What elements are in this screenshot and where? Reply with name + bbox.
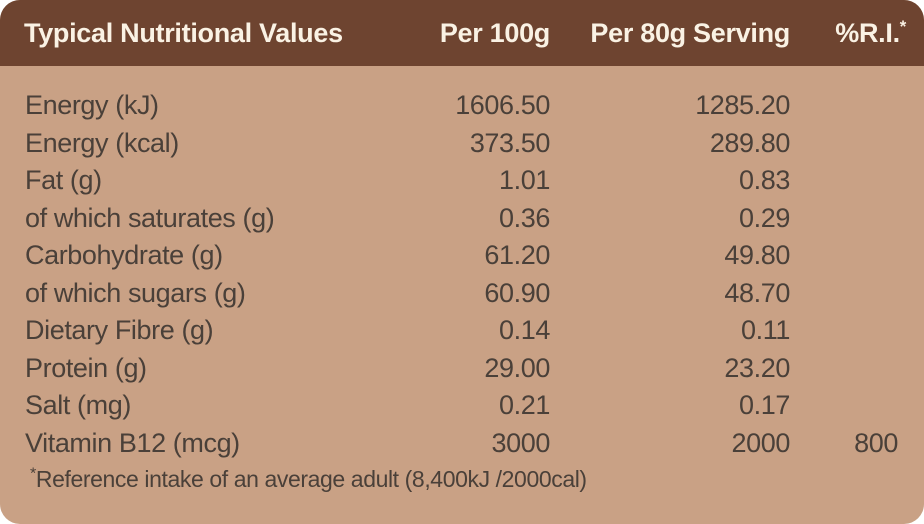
row-label: Salt (mg) bbox=[25, 390, 131, 421]
row-label: Protein (g) bbox=[25, 352, 147, 383]
row-per-serving: 289.80 bbox=[709, 127, 791, 158]
ri-asterisk: * bbox=[899, 16, 907, 36]
table-row: Energy (kJ) 1606.50 1285.20 bbox=[0, 87, 924, 125]
table-row: Fat (g) 1.01 0.83 bbox=[0, 162, 924, 200]
row-per100g: 29.00 bbox=[484, 352, 550, 383]
row-label: Energy (kJ) bbox=[25, 90, 159, 121]
table-header-row: Typical Nutritional Values Per 100g Per … bbox=[0, 0, 924, 66]
row-per-serving: 1285.20 bbox=[695, 90, 790, 121]
footnote-asterisk: * bbox=[30, 464, 36, 483]
row-per-serving: 0.83 bbox=[739, 165, 790, 196]
table-body: Energy (kJ) 1606.50 1285.20 Energy (kcal… bbox=[0, 66, 924, 493]
row-label: Dietary Fibre (g) bbox=[25, 315, 214, 346]
row-label: Carbohydrate (g) bbox=[25, 240, 223, 271]
row-label: Energy (kcal) bbox=[25, 127, 179, 158]
table-row: of which sugars (g) 60.90 48.70 bbox=[0, 275, 924, 313]
row-per-serving: 49.80 bbox=[724, 240, 790, 271]
table-row: of which saturates (g) 0.36 0.29 bbox=[0, 200, 924, 238]
row-per100g: 0.14 bbox=[499, 315, 550, 346]
reference-intake-footnote: *Reference intake of an average adult (8… bbox=[0, 464, 924, 493]
row-per-serving: 23.20 bbox=[724, 352, 790, 383]
row-label: Vitamin B12 (mcg) bbox=[25, 427, 240, 458]
row-per-serving: 0.17 bbox=[739, 390, 790, 421]
row-per100g: 373.50 bbox=[469, 127, 551, 158]
ri-label: %R.I. bbox=[835, 17, 900, 48]
row-label: Fat (g) bbox=[25, 165, 102, 196]
table-row: Carbohydrate (g) 61.20 49.80 bbox=[0, 237, 924, 275]
row-per100g: 61.20 bbox=[484, 240, 550, 271]
table-title: Typical Nutritional Values bbox=[24, 17, 343, 48]
row-per100g: 3000 bbox=[491, 427, 551, 458]
table-row: Energy (kcal) 373.50 289.80 bbox=[0, 125, 924, 163]
footnote-text: Reference intake of an average adult (8,… bbox=[35, 466, 587, 492]
row-per-serving: 48.70 bbox=[724, 277, 790, 308]
row-label: of which saturates (g) bbox=[25, 202, 275, 233]
row-per100g: 60.90 bbox=[484, 277, 550, 308]
table-row: Salt (mg) 0.21 0.17 bbox=[0, 387, 924, 425]
table-row: Vitamin B12 (mcg) 3000 2000 800 bbox=[0, 425, 924, 463]
row-per-serving: 2000 bbox=[731, 427, 791, 458]
row-per100g: 1.01 bbox=[499, 165, 550, 196]
row-label: of which sugars (g) bbox=[25, 277, 246, 308]
row-ri: 800 bbox=[854, 427, 898, 458]
row-per100g: 1606.50 bbox=[455, 90, 550, 121]
table-row: Protein (g) 29.00 23.20 bbox=[0, 350, 924, 388]
column-header-per-serving: Per 80g Serving bbox=[590, 17, 790, 48]
row-per-serving: 0.11 bbox=[741, 315, 790, 346]
table-row: Dietary Fibre (g) 0.14 0.11 bbox=[0, 312, 924, 350]
column-header-ri: %R.I.* bbox=[790, 18, 924, 49]
column-header-per-100g: Per 100g bbox=[439, 17, 550, 48]
row-per100g: 0.21 bbox=[499, 390, 550, 421]
row-per-serving: 0.29 bbox=[739, 202, 790, 233]
row-per100g: 0.36 bbox=[499, 202, 550, 233]
